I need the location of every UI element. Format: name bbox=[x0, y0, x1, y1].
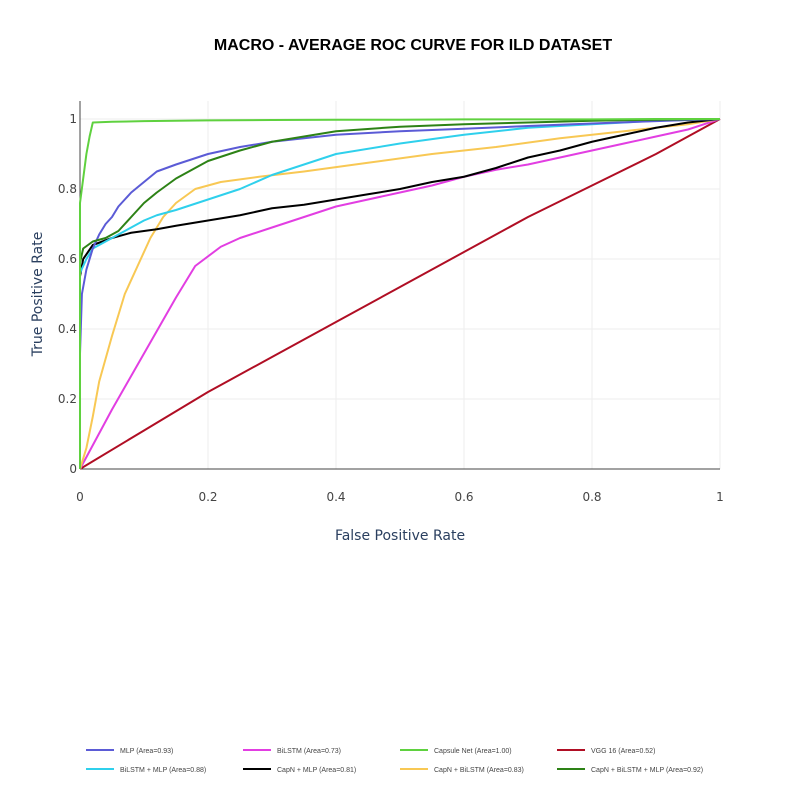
x-tick-label: 0.8 bbox=[582, 490, 601, 504]
x-tick-label: 0 bbox=[76, 490, 84, 504]
legend-item: CapN + BiLSTM + MLP (Area=0.92) bbox=[557, 767, 703, 774]
legend-label: CapN + BiLSTM (Area=0.83) bbox=[434, 767, 524, 774]
y-tick-label: 0 bbox=[69, 462, 77, 476]
series-line-capsulenet bbox=[79, 118, 720, 469]
legend-item: VGG 16 (Area=0.52) bbox=[557, 748, 655, 755]
legend-item: BiLSTM + MLP (Area=0.88) bbox=[86, 767, 206, 774]
legend-item: CapN + MLP (Area=0.81) bbox=[243, 767, 356, 774]
y-tick-label: 0.2 bbox=[58, 392, 77, 406]
legend-label: BiLSTM + MLP (Area=0.88) bbox=[120, 767, 206, 774]
series-layer bbox=[79, 118, 721, 470]
chart-title: MACRO - AVERAGE ROC CURVE FOR ILD DATASE… bbox=[214, 37, 612, 54]
x-tick-label: 0.2 bbox=[198, 490, 217, 504]
legend-label: CapN + BiLSTM + MLP (Area=0.92) bbox=[591, 767, 703, 774]
series-line-capn-mlp bbox=[79, 118, 721, 469]
x-axis-title: False Positive Rate bbox=[335, 528, 465, 544]
y-tick-label: 0.8 bbox=[58, 182, 77, 196]
y-tick-label: 0.6 bbox=[58, 252, 77, 266]
legend-label: BiLSTM (Area=0.73) bbox=[277, 748, 341, 755]
series-line-bilstm-mlp bbox=[79, 118, 721, 469]
series-line-vgg16 bbox=[79, 118, 721, 470]
y-tick-label: 1 bbox=[69, 112, 77, 126]
series-line-capn-bilstm bbox=[79, 118, 721, 470]
x-tick-label: 1 bbox=[716, 490, 724, 504]
legend-item: Capsule Net (Area=1.00) bbox=[400, 748, 512, 755]
legend: MLP (Area=0.93) BiLSTM (Area=0.73) Capsule… bbox=[86, 748, 703, 774]
legend-label: MLP (Area=0.93) bbox=[120, 748, 173, 755]
legend-item: BiLSTM (Area=0.73) bbox=[243, 748, 341, 755]
series-line-capn-bilstm-mlp bbox=[79, 118, 721, 469]
legend-item: MLP (Area=0.93) bbox=[86, 748, 173, 755]
tick-layer: 0 0.2 0.4 0.6 0.8 1 0 0.2 0.4 0.6 0.8 1 bbox=[58, 112, 724, 504]
series-line-bilstm bbox=[79, 118, 721, 470]
x-tick-label: 0.4 bbox=[326, 490, 345, 504]
grid-layer bbox=[79, 101, 721, 470]
series-line-mlp bbox=[79, 118, 721, 469]
legend-label: VGG 16 (Area=0.52) bbox=[591, 748, 655, 755]
y-tick-label: 0.4 bbox=[58, 322, 77, 336]
legend-label: Capsule Net (Area=1.00) bbox=[434, 748, 512, 755]
legend-item: CapN + BiLSTM (Area=0.83) bbox=[400, 767, 524, 774]
x-tick-label: 0.6 bbox=[454, 490, 473, 504]
y-axis-title: True Positive Rate bbox=[30, 232, 46, 358]
legend-label: CapN + MLP (Area=0.81) bbox=[277, 767, 356, 774]
